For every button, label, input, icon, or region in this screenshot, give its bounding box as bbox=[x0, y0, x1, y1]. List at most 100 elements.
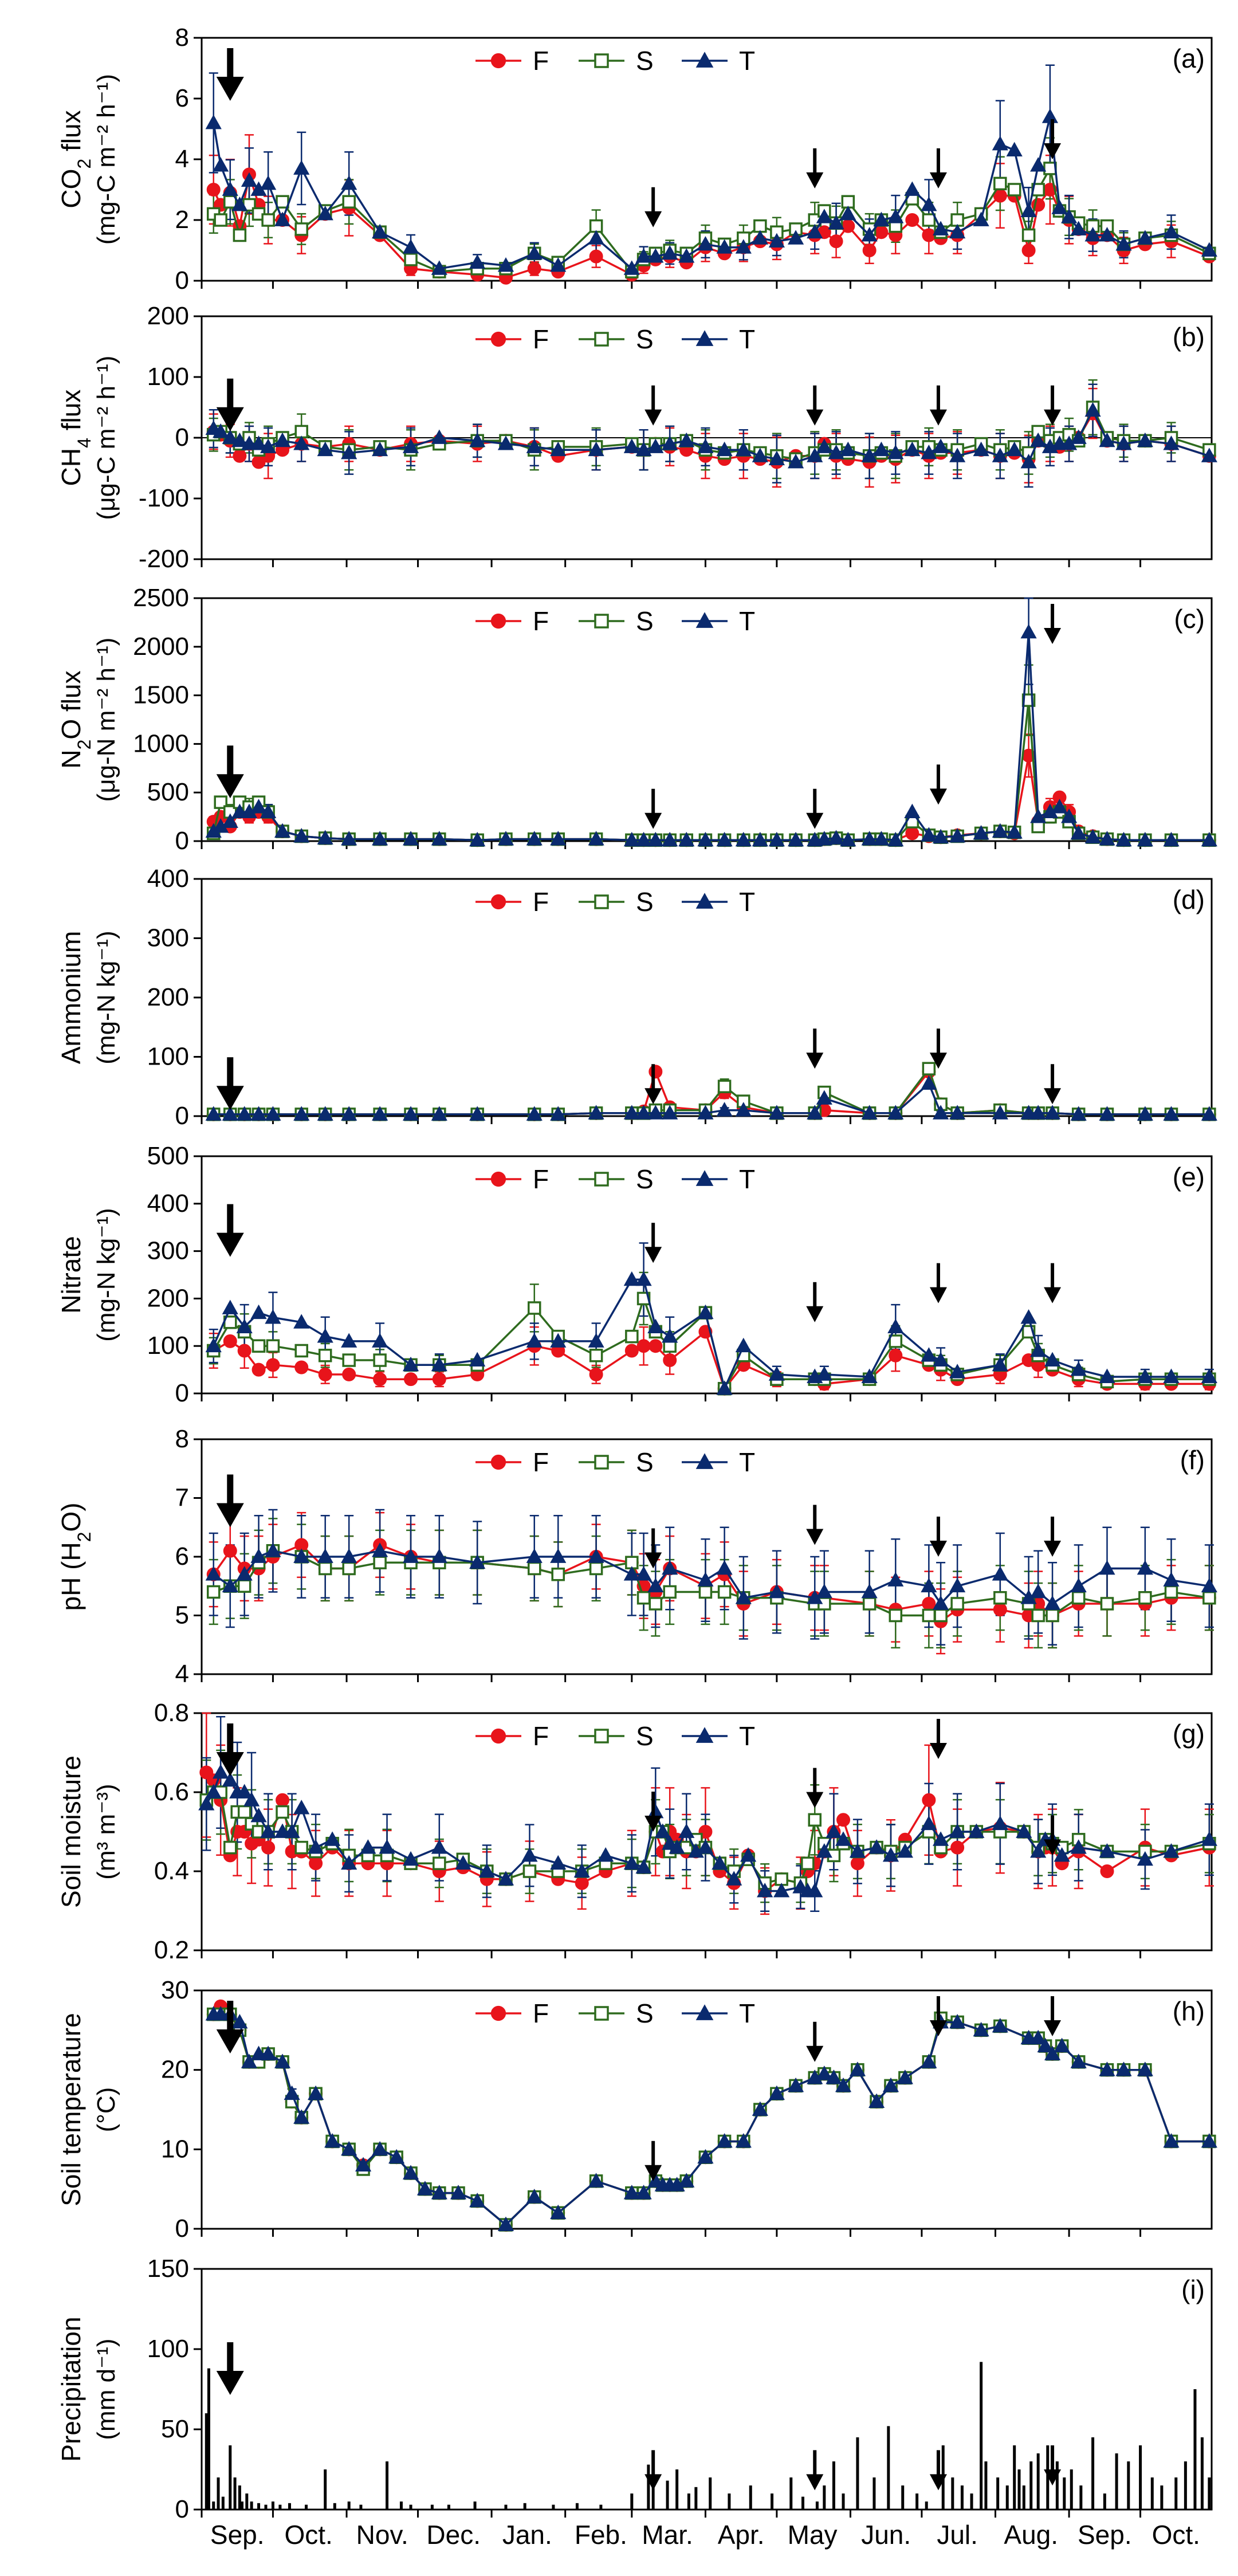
marker-T bbox=[1163, 223, 1180, 239]
precipitation-bar bbox=[305, 2504, 308, 2510]
fertilization-arrow-head bbox=[216, 1503, 244, 1527]
fertilization-arrow-head bbox=[929, 1743, 947, 1759]
marker-T bbox=[647, 248, 664, 263]
marker-T bbox=[868, 1839, 885, 1854]
marker-T bbox=[697, 438, 714, 453]
marker-T bbox=[887, 831, 904, 847]
precipitation-bar bbox=[399, 2502, 403, 2510]
marker-S bbox=[1071, 1591, 1086, 1605]
marker-T bbox=[231, 197, 248, 211]
marker-T bbox=[623, 1855, 640, 1870]
marker-T bbox=[372, 1106, 388, 1121]
marker-T bbox=[849, 2061, 866, 2076]
marker-T bbox=[341, 1548, 357, 1563]
legend-label: S bbox=[636, 1998, 654, 2028]
precipitation-bar bbox=[1005, 2485, 1009, 2510]
precipitation-bar bbox=[984, 2461, 988, 2510]
fertilization-arrow-head bbox=[806, 1529, 824, 1545]
marker-T bbox=[431, 429, 447, 444]
marker-F bbox=[636, 1339, 651, 1353]
marker-F bbox=[575, 1876, 589, 1890]
y-tick-label: 400 bbox=[147, 865, 189, 893]
marker-F bbox=[309, 1856, 323, 1871]
marker-T bbox=[250, 1807, 267, 1823]
fertilization-arrow-head bbox=[1044, 2020, 1062, 2036]
y-tick-label: -200 bbox=[139, 545, 189, 573]
marker-T bbox=[260, 175, 277, 190]
marker-F bbox=[261, 1840, 276, 1855]
marker-F bbox=[373, 1372, 387, 1387]
marker-T bbox=[260, 438, 277, 453]
marker-T bbox=[757, 1883, 773, 1898]
fertilization-arrow-head bbox=[644, 1816, 662, 1832]
precipitation-bar bbox=[347, 2502, 351, 2510]
y-tick-label: 6 bbox=[175, 1542, 189, 1570]
marker-T bbox=[1163, 1843, 1180, 1858]
marker-T bbox=[1030, 1342, 1047, 1357]
y-axis-label-main: Soil moisture bbox=[56, 1756, 86, 1908]
marker-T bbox=[236, 1784, 253, 1799]
marker-T bbox=[1099, 1368, 1115, 1383]
marker-T bbox=[816, 1090, 832, 1105]
marker-T bbox=[274, 2053, 291, 2068]
fertilization-arrow-head bbox=[929, 409, 947, 426]
marker-S bbox=[717, 1079, 732, 1093]
y-axis-unit: (mg-C m⁻² h⁻¹) bbox=[92, 74, 120, 245]
marker-T bbox=[635, 2185, 652, 2200]
marker-T bbox=[828, 445, 844, 460]
marker-T bbox=[992, 823, 1008, 838]
y-tick-label: 2 bbox=[175, 206, 189, 234]
marker-S bbox=[237, 1805, 251, 1819]
marker-T bbox=[431, 1356, 447, 1372]
marker-T bbox=[662, 831, 678, 847]
marker-T bbox=[250, 1106, 267, 1121]
marker-T bbox=[205, 1566, 222, 1581]
marker-T bbox=[1099, 432, 1115, 447]
series-T-line bbox=[205, 1542, 1217, 1610]
fertilization-arrow-head bbox=[216, 407, 244, 431]
precipitation-bar bbox=[1079, 2485, 1083, 2510]
marker-T bbox=[816, 1366, 832, 1381]
marker-S bbox=[993, 1591, 1007, 1605]
marker-S bbox=[223, 195, 237, 209]
marker-T bbox=[469, 1554, 486, 1569]
marker-T bbox=[678, 1823, 695, 1838]
precipitation-bar bbox=[709, 2477, 712, 2510]
y-tick-label: 20 bbox=[161, 2056, 189, 2084]
marker-T bbox=[768, 233, 785, 248]
marker-T bbox=[992, 1105, 1008, 1120]
marker-T bbox=[1070, 2053, 1087, 2068]
marker-T bbox=[526, 1548, 543, 1563]
marker-T bbox=[205, 1337, 222, 1353]
marker-S bbox=[636, 1591, 651, 1605]
legend-label: T bbox=[739, 1164, 755, 1194]
marker-F bbox=[490, 53, 506, 69]
marker-S bbox=[373, 1353, 387, 1367]
marker-T bbox=[1137, 1106, 1153, 1121]
marker-T bbox=[949, 1105, 966, 1120]
series-line bbox=[213, 2005, 1209, 2226]
y-axis-label-suffix: flux bbox=[56, 110, 86, 158]
marker-T bbox=[1070, 1106, 1087, 1121]
marker-T bbox=[1099, 1560, 1115, 1575]
marker-T bbox=[205, 1784, 222, 1799]
marker-T bbox=[695, 1453, 714, 1469]
marker-S bbox=[261, 213, 275, 227]
precipitation-bar bbox=[1103, 2493, 1106, 2510]
precipitation-bar bbox=[552, 2504, 555, 2510]
marker-T bbox=[949, 2014, 966, 2029]
marker-T bbox=[284, 1823, 300, 1838]
marker-T bbox=[478, 1863, 495, 1878]
marker-T bbox=[873, 211, 890, 226]
marker-T bbox=[992, 1566, 1008, 1581]
panel-c: 0 500 1000 1500 2000 2500 N2O flux (μg-N m⁻² h⁻… bbox=[56, 584, 1217, 855]
marker-T bbox=[1201, 242, 1217, 257]
marker-T bbox=[497, 831, 514, 846]
marker-T bbox=[1084, 402, 1101, 417]
y-tick-label: 30 bbox=[161, 1976, 189, 2004]
marker-T bbox=[882, 1847, 899, 1862]
marker-T bbox=[669, 1839, 685, 1854]
y-axis-label: CO2 flux bbox=[56, 110, 95, 208]
